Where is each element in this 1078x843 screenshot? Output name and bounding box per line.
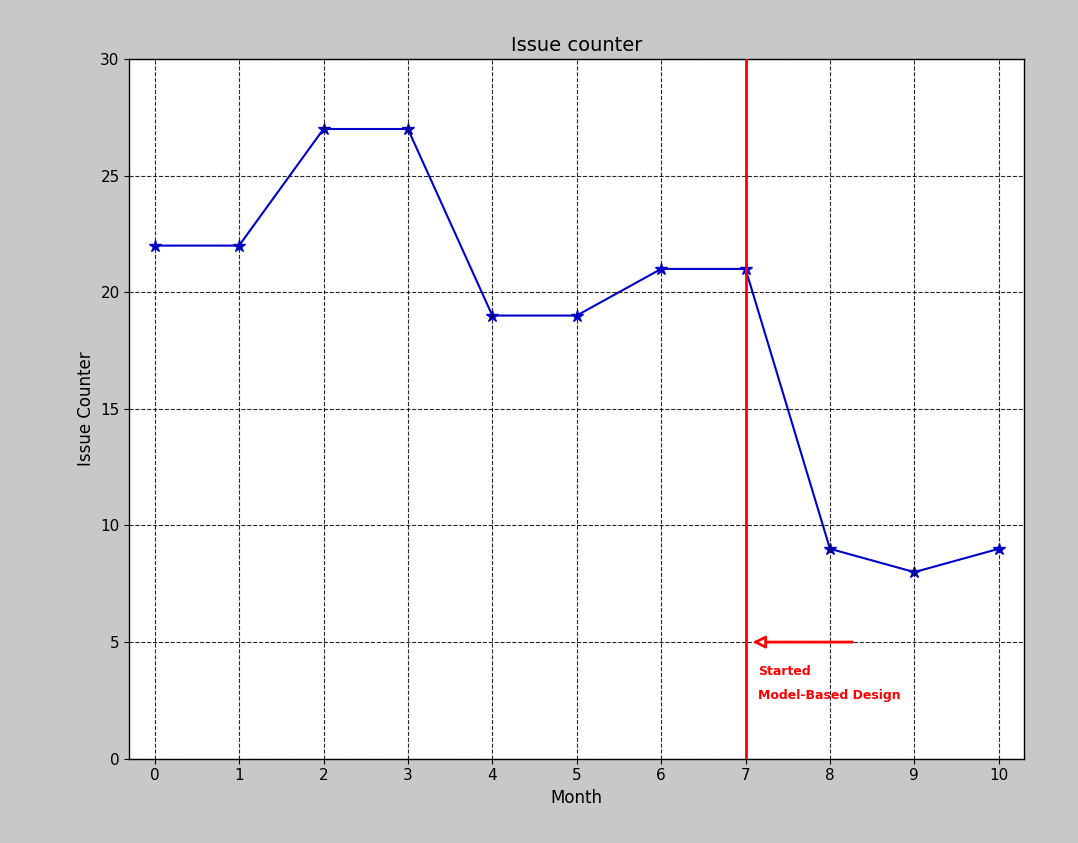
Text: Started: Started <box>758 665 811 679</box>
Title: Issue counter: Issue counter <box>511 35 642 55</box>
Text: Model-Based Design: Model-Based Design <box>758 689 901 701</box>
Y-axis label: Issue Counter: Issue Counter <box>77 352 95 466</box>
X-axis label: Month: Month <box>551 789 603 807</box>
